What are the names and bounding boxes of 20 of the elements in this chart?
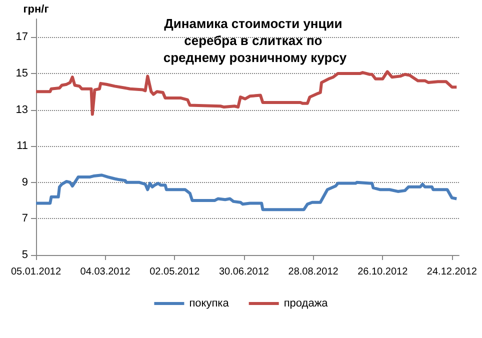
y-tick-label: 15 <box>16 67 28 80</box>
line-series <box>34 70 458 116</box>
legend-label: продажа <box>284 298 329 310</box>
y-tick-label: 13 <box>16 104 28 116</box>
x-tick-label: 30.06.2012 <box>218 266 270 278</box>
y-tick-label: 17 <box>16 31 28 44</box>
y-tick-label: 5 <box>22 249 28 261</box>
x-tick-label: 24.12.2012 <box>426 266 478 278</box>
y-axis-title: грн/г <box>23 4 50 16</box>
line-series <box>34 174 458 212</box>
x-tick-label: 04.03.2012 <box>80 266 131 278</box>
x-tick-label: 05.01.2012 <box>10 266 62 278</box>
y-tick-label: 7 <box>22 212 28 225</box>
text: Динамика стоимости унции серебра в слитках по среднему розничному курсу <box>163 16 348 65</box>
x-tick-label: 28.08.2012 <box>288 266 339 278</box>
y-tick-label: 11 <box>16 140 28 152</box>
x-tick-label: 26.10.2012 <box>358 266 408 278</box>
x-tick-label: 02.05.2012 <box>150 266 200 278</box>
y-tick-label: 9 <box>22 176 28 188</box>
legend-label: покупка <box>189 298 230 310</box>
